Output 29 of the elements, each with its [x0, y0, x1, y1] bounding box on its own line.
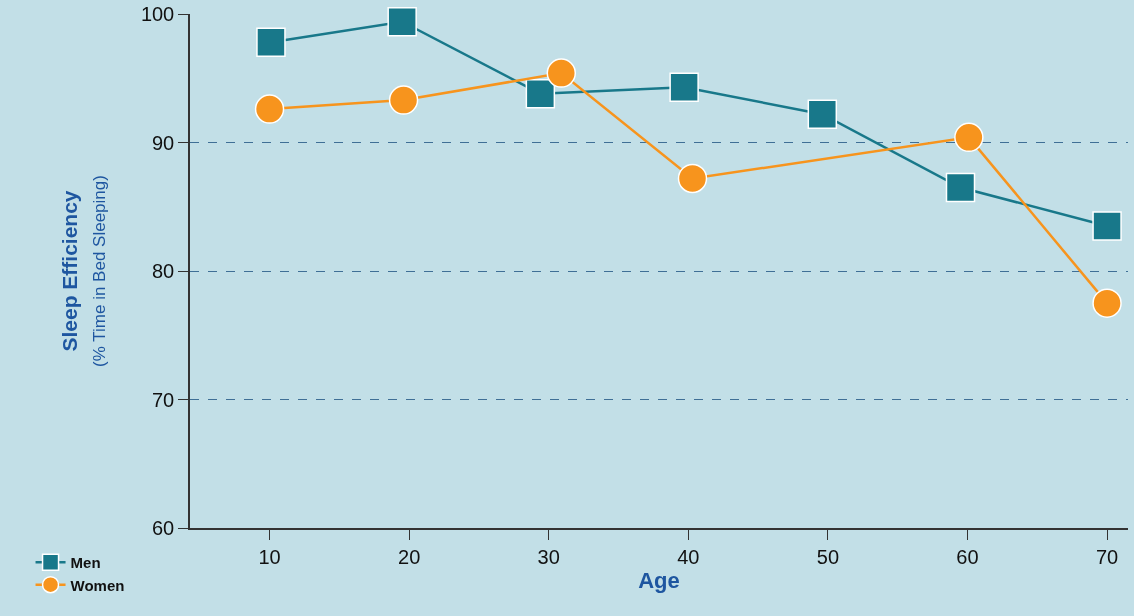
- point: [388, 85, 419, 115]
- y-tick-label: 60: [152, 517, 175, 539]
- x-tick-label: 60: [956, 545, 979, 568]
- x-tick-label: 70: [1095, 545, 1119, 568]
- legend-label: Men: [70, 554, 101, 572]
- point: [677, 163, 708, 194]
- y-tick-label: 80: [152, 260, 175, 282]
- y-tick-label: 70: [152, 388, 175, 411]
- point: [807, 99, 838, 129]
- point: [954, 122, 984, 153]
- x-tick-label: 30: [537, 545, 560, 568]
- point: [256, 27, 286, 58]
- x-tick-label: 20: [398, 545, 421, 568]
- point: [525, 78, 556, 109]
- y-tick-label: 100: [140, 3, 175, 25]
- y-axis-title: Sleep Efficiency (% Time in Bed Sleeping): [58, 175, 109, 367]
- y-tick-label: 90: [152, 131, 175, 154]
- x-tick-label: 50: [816, 545, 840, 568]
- point: [945, 172, 976, 203]
- x-tick-label: 10: [258, 545, 281, 568]
- point: [546, 58, 577, 88]
- point: [1092, 288, 1122, 318]
- x-axis-title: Age: [638, 567, 680, 593]
- point: [1092, 211, 1122, 241]
- point: [669, 72, 699, 102]
- x-tick-label: 40: [677, 545, 700, 568]
- point: [254, 94, 285, 124]
- legend-label: Women: [70, 576, 125, 594]
- point: [387, 6, 417, 37]
